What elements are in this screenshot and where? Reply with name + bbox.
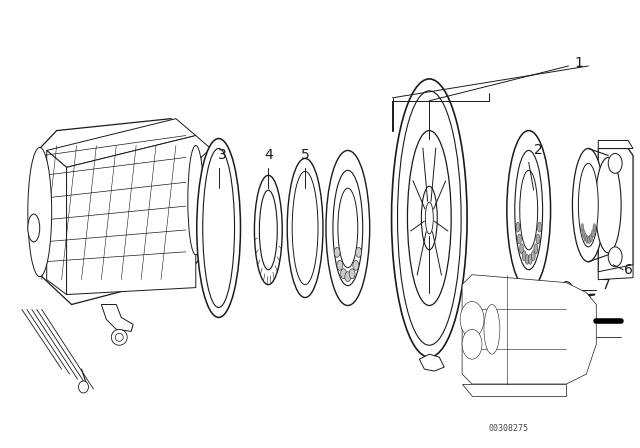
- Ellipse shape: [538, 222, 541, 232]
- Ellipse shape: [534, 244, 538, 254]
- Polygon shape: [598, 265, 633, 280]
- Ellipse shape: [586, 236, 589, 244]
- Polygon shape: [67, 136, 211, 294]
- Ellipse shape: [196, 138, 241, 318]
- Ellipse shape: [287, 159, 323, 297]
- Ellipse shape: [356, 247, 362, 257]
- Text: 3: 3: [218, 148, 227, 163]
- Ellipse shape: [426, 202, 433, 234]
- Ellipse shape: [28, 214, 40, 242]
- Ellipse shape: [515, 151, 543, 270]
- Ellipse shape: [333, 170, 363, 286]
- Ellipse shape: [353, 260, 359, 270]
- Ellipse shape: [608, 247, 622, 267]
- Ellipse shape: [528, 254, 532, 264]
- Ellipse shape: [561, 282, 572, 297]
- Ellipse shape: [334, 247, 340, 257]
- Text: 4: 4: [264, 148, 273, 163]
- Text: 7: 7: [602, 278, 611, 292]
- Ellipse shape: [338, 188, 358, 268]
- Ellipse shape: [340, 269, 346, 279]
- Ellipse shape: [326, 151, 370, 306]
- Ellipse shape: [255, 175, 282, 284]
- Ellipse shape: [462, 329, 482, 359]
- Ellipse shape: [522, 251, 526, 261]
- Ellipse shape: [595, 157, 621, 253]
- Ellipse shape: [584, 233, 587, 241]
- Polygon shape: [598, 141, 633, 148]
- Ellipse shape: [337, 260, 343, 270]
- Ellipse shape: [593, 224, 596, 232]
- Ellipse shape: [408, 130, 451, 306]
- Ellipse shape: [392, 79, 467, 357]
- Text: 1: 1: [574, 56, 583, 70]
- Ellipse shape: [259, 190, 277, 270]
- Polygon shape: [47, 119, 196, 168]
- Ellipse shape: [525, 254, 529, 264]
- Ellipse shape: [28, 147, 52, 277]
- Polygon shape: [47, 151, 67, 294]
- Text: 00308275: 00308275: [489, 424, 529, 433]
- Ellipse shape: [531, 251, 535, 261]
- Ellipse shape: [536, 234, 540, 244]
- Ellipse shape: [579, 164, 598, 247]
- Polygon shape: [462, 275, 596, 384]
- Ellipse shape: [115, 333, 124, 341]
- Ellipse shape: [484, 305, 500, 354]
- Text: 5: 5: [301, 148, 310, 163]
- Ellipse shape: [580, 224, 584, 232]
- Ellipse shape: [517, 234, 522, 244]
- Ellipse shape: [397, 91, 461, 345]
- Polygon shape: [462, 384, 566, 396]
- Ellipse shape: [345, 271, 351, 282]
- Ellipse shape: [588, 236, 591, 244]
- Polygon shape: [40, 119, 201, 305]
- Text: 2: 2: [534, 143, 543, 157]
- Ellipse shape: [582, 229, 585, 237]
- Ellipse shape: [79, 381, 88, 393]
- Ellipse shape: [520, 244, 524, 254]
- Ellipse shape: [292, 171, 318, 284]
- Ellipse shape: [203, 148, 234, 307]
- Polygon shape: [598, 148, 633, 271]
- Ellipse shape: [111, 329, 127, 345]
- Ellipse shape: [349, 269, 355, 279]
- Text: 6: 6: [623, 263, 632, 277]
- Ellipse shape: [507, 130, 550, 289]
- Ellipse shape: [421, 186, 437, 250]
- Ellipse shape: [460, 302, 484, 337]
- Ellipse shape: [608, 154, 622, 173]
- Polygon shape: [101, 305, 133, 332]
- Ellipse shape: [188, 146, 204, 255]
- Ellipse shape: [520, 170, 538, 250]
- Ellipse shape: [516, 222, 520, 232]
- Polygon shape: [419, 354, 444, 371]
- Ellipse shape: [589, 233, 593, 241]
- Ellipse shape: [572, 148, 604, 262]
- Ellipse shape: [591, 229, 595, 237]
